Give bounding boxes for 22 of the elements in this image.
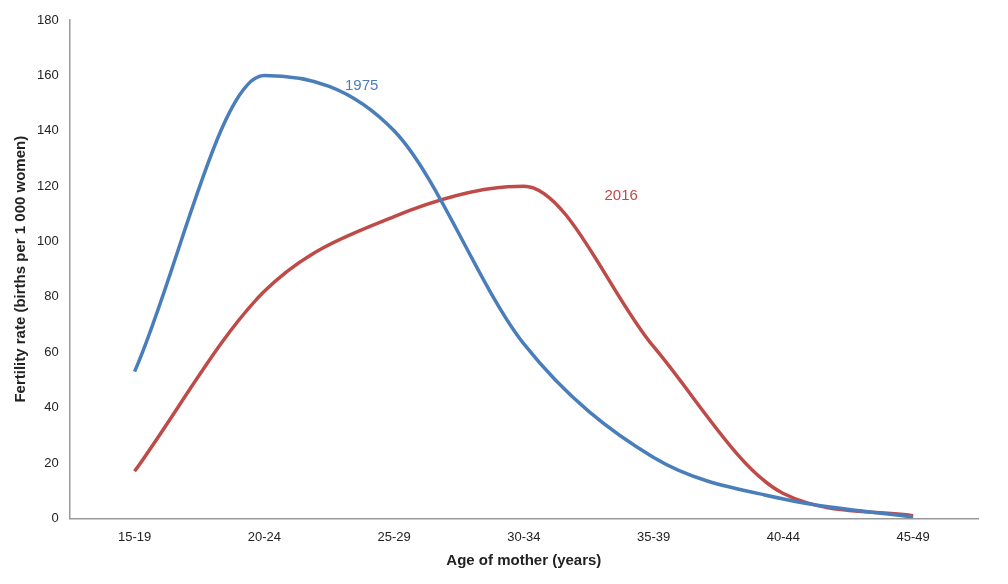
y-tick-label: 80	[44, 288, 59, 304]
x-tick-label: 40-44	[766, 528, 800, 544]
y-tick-label: 20	[44, 454, 59, 470]
y-tick-label: 100	[36, 233, 59, 249]
line-series	[132, 73, 915, 519]
x-tick-label: 15-19	[117, 528, 152, 544]
text: 2016	[604, 186, 638, 204]
y-tick-label: 140	[36, 122, 59, 138]
series-label: 1975	[344, 75, 379, 93]
x-tick-label: 35-39	[636, 528, 671, 544]
x-axis-title: Age of mother (years)	[446, 551, 602, 569]
y-tick-label: 60	[44, 343, 59, 359]
x-tick-label: 30-34	[507, 528, 541, 544]
y-tick-label: 180	[36, 11, 59, 27]
y-axis-title: Fertility rate (births per 1 000 women)	[11, 135, 29, 403]
y-tick-label: 0	[51, 509, 59, 525]
x-tick-label: 25-29	[377, 528, 411, 544]
x-tick-label: 20-24	[247, 528, 281, 544]
y-tick-label: 40	[44, 399, 59, 415]
y-tick-label: 160	[36, 66, 59, 82]
x-tick-label: 45-49	[896, 528, 930, 544]
y-tick-label: 120	[36, 177, 59, 193]
